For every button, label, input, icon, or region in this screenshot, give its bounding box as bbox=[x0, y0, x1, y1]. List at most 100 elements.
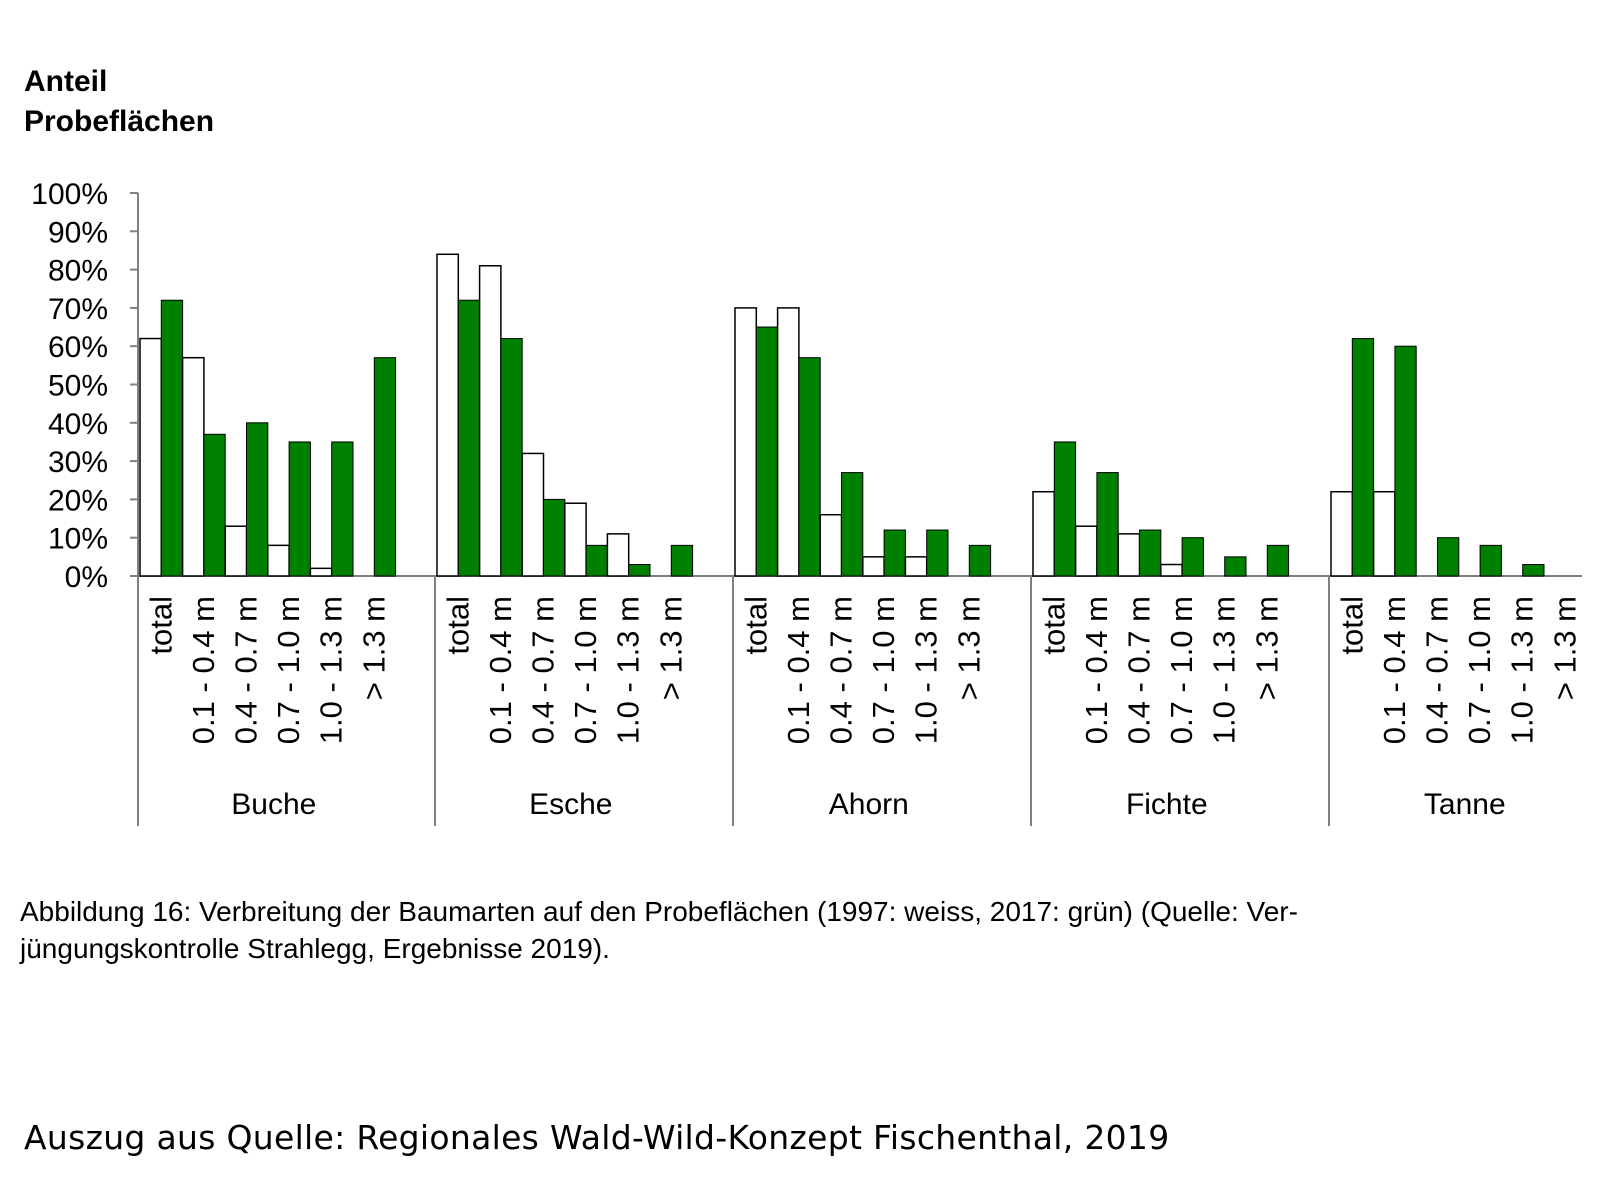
y-tick-label: 40% bbox=[48, 408, 108, 441]
bar-2017-buche-0 bbox=[160, 299, 184, 577]
y-axis-title-line-1: Anteil bbox=[24, 65, 108, 98]
y-tick-label: 70% bbox=[48, 293, 108, 326]
x-category-label: 0.7 - 1.0 m bbox=[866, 596, 901, 744]
bar-2017-fichte-0 bbox=[1053, 441, 1077, 577]
y-tick-label: 90% bbox=[48, 216, 108, 249]
y-tick-label: 20% bbox=[48, 484, 108, 517]
x-category-label: > 1.3 m bbox=[1547, 596, 1582, 700]
y-tick-label: 80% bbox=[48, 255, 108, 288]
bar-2017-buche-2 bbox=[246, 422, 269, 577]
x-category-label: total bbox=[738, 596, 773, 655]
y-tick-label: 60% bbox=[48, 331, 108, 364]
bar-1997-fichte-0 bbox=[1032, 490, 1056, 577]
x-category-label: > 1.3 m bbox=[653, 596, 688, 700]
bar-2017-fichte-5 bbox=[1266, 544, 1290, 577]
bar-1997-tanne-1 bbox=[1372, 490, 1396, 577]
y-tick-label: 100% bbox=[31, 178, 108, 211]
x-group-label-tanne: Tanne bbox=[1424, 788, 1506, 821]
x-category-label: 1.0 - 1.3 m bbox=[909, 596, 944, 744]
x-category-label: total bbox=[1334, 596, 1369, 655]
bar-2017-ahorn-4 bbox=[926, 529, 949, 577]
bar-1997-fichte-3 bbox=[1160, 563, 1183, 577]
bar-2017-buche-5 bbox=[373, 357, 397, 577]
bar-2017-fichte-2 bbox=[1139, 529, 1162, 577]
bar-1997-esche-2 bbox=[521, 452, 545, 577]
bar-1997-buche-4 bbox=[309, 567, 333, 577]
x-category-label: 0.1 - 0.4 m bbox=[186, 596, 221, 744]
bar-1997-tanne-0 bbox=[1330, 490, 1354, 577]
bar-1997-buche-0 bbox=[139, 337, 163, 577]
bar-2017-fichte-1 bbox=[1096, 472, 1119, 577]
bar-2017-fichte-4 bbox=[1224, 556, 1247, 577]
bar-2017-ahorn-2 bbox=[841, 472, 864, 577]
bar-2017-esche-4 bbox=[628, 564, 651, 577]
bar-2017-ahorn-1 bbox=[798, 357, 821, 577]
x-category-label: 1.0 - 1.3 m bbox=[611, 596, 646, 744]
bar-1997-esche-1 bbox=[478, 265, 502, 577]
x-group-label-ahorn: Ahorn bbox=[829, 788, 909, 821]
x-category-label: 0.1 - 0.4 m bbox=[1377, 596, 1412, 744]
bar-2017-tanne-2 bbox=[1437, 537, 1460, 577]
bar-2017-esche-5 bbox=[670, 544, 694, 577]
x-category-label: 0.1 - 0.4 m bbox=[781, 596, 816, 744]
bar-2017-ahorn-3 bbox=[883, 529, 906, 577]
x-group-label-buche: Buche bbox=[231, 788, 316, 821]
x-category-label: > 1.3 m bbox=[356, 596, 391, 700]
y-axis-title: Anteil Probeflächen bbox=[24, 62, 214, 142]
y-tick-label: 10% bbox=[48, 523, 108, 556]
x-category-label: 0.7 - 1.0 m bbox=[568, 596, 603, 744]
bar-1997-buche-1 bbox=[181, 356, 205, 577]
bar-1997-ahorn-0 bbox=[734, 307, 758, 577]
bar-2017-tanne-4 bbox=[1522, 564, 1545, 577]
bar-2017-buche-3 bbox=[288, 441, 311, 577]
bar-2017-ahorn-5 bbox=[968, 544, 992, 577]
x-category-label: 0.4 - 0.7 m bbox=[1420, 596, 1455, 744]
x-category-label: 0.4 - 0.7 m bbox=[824, 596, 859, 744]
y-tick-label: 30% bbox=[48, 446, 108, 479]
figure-caption: Abbildung 16: Verbreitung der Baumarten … bbox=[20, 893, 1560, 967]
x-category-label: 0.7 - 1.0 m bbox=[271, 596, 306, 744]
bar-2017-esche-1 bbox=[500, 338, 523, 577]
bar-2017-buche-1 bbox=[203, 433, 226, 577]
x-category-label: 0.1 - 0.4 m bbox=[483, 596, 518, 744]
bar-1997-ahorn-2 bbox=[819, 513, 843, 577]
bar-1997-fichte-1 bbox=[1074, 525, 1098, 577]
y-tick-label: 50% bbox=[48, 370, 108, 403]
bar-1997-ahorn-4 bbox=[904, 556, 928, 577]
y-axis-title-line-2: Probeflächen bbox=[24, 105, 215, 138]
bar-2017-buche-4 bbox=[331, 441, 354, 577]
bar-1997-buche-2 bbox=[224, 525, 248, 577]
source-note: Auszug aus Quelle: Regionales Wald-Wild-… bbox=[24, 1118, 1170, 1157]
bar-2017-esche-3 bbox=[585, 544, 608, 577]
bar-chart: 0%10%20%30%40%50%60%70%80%90%100%total 0.… bbox=[31, 178, 1582, 826]
x-category-label: 0.1 - 0.4 m bbox=[1079, 596, 1114, 744]
bar-1997-esche-4 bbox=[606, 533, 630, 577]
bar-2017-esche-2 bbox=[543, 498, 566, 577]
x-category-label: total bbox=[1036, 596, 1071, 655]
bar-1997-buche-3 bbox=[267, 544, 290, 577]
x-category-label: 1.0 - 1.3 m bbox=[1207, 596, 1242, 744]
bar-1997-ahorn-3 bbox=[862, 556, 885, 577]
y-tick-label: 0% bbox=[65, 561, 108, 594]
x-category-label: 0.7 - 1.0 m bbox=[1462, 596, 1497, 744]
x-group-label-esche: Esche bbox=[529, 788, 612, 821]
bar-2017-esche-0 bbox=[457, 299, 481, 577]
x-category-label: 1.0 - 1.3 m bbox=[1505, 596, 1540, 744]
bar-2017-tanne-0 bbox=[1351, 338, 1375, 577]
x-category-label: 0.4 - 0.7 m bbox=[229, 596, 264, 744]
x-group-label-fichte: Fichte bbox=[1126, 788, 1208, 821]
x-category-label: 0.7 - 1.0 m bbox=[1164, 596, 1199, 744]
bar-2017-tanne-1 bbox=[1394, 345, 1417, 577]
bar-1997-esche-3 bbox=[564, 502, 587, 577]
caption-line-1: Abbildung 16: Verbreitung der Baumarten … bbox=[20, 896, 1298, 927]
x-category-label: > 1.3 m bbox=[951, 596, 986, 700]
x-category-label: 0.4 - 0.7 m bbox=[526, 596, 561, 744]
x-category-label: 1.0 - 1.3 m bbox=[314, 596, 349, 744]
x-category-label: total bbox=[440, 596, 475, 655]
bar-2017-fichte-3 bbox=[1181, 537, 1204, 577]
bar-1997-ahorn-1 bbox=[776, 307, 800, 577]
bar-2017-ahorn-0 bbox=[755, 326, 779, 577]
caption-line-2: jüngungskontrolle Strahlegg, Ergebnisse … bbox=[20, 933, 610, 964]
x-category-label: total bbox=[143, 596, 178, 655]
bar-1997-esche-0 bbox=[436, 253, 460, 577]
